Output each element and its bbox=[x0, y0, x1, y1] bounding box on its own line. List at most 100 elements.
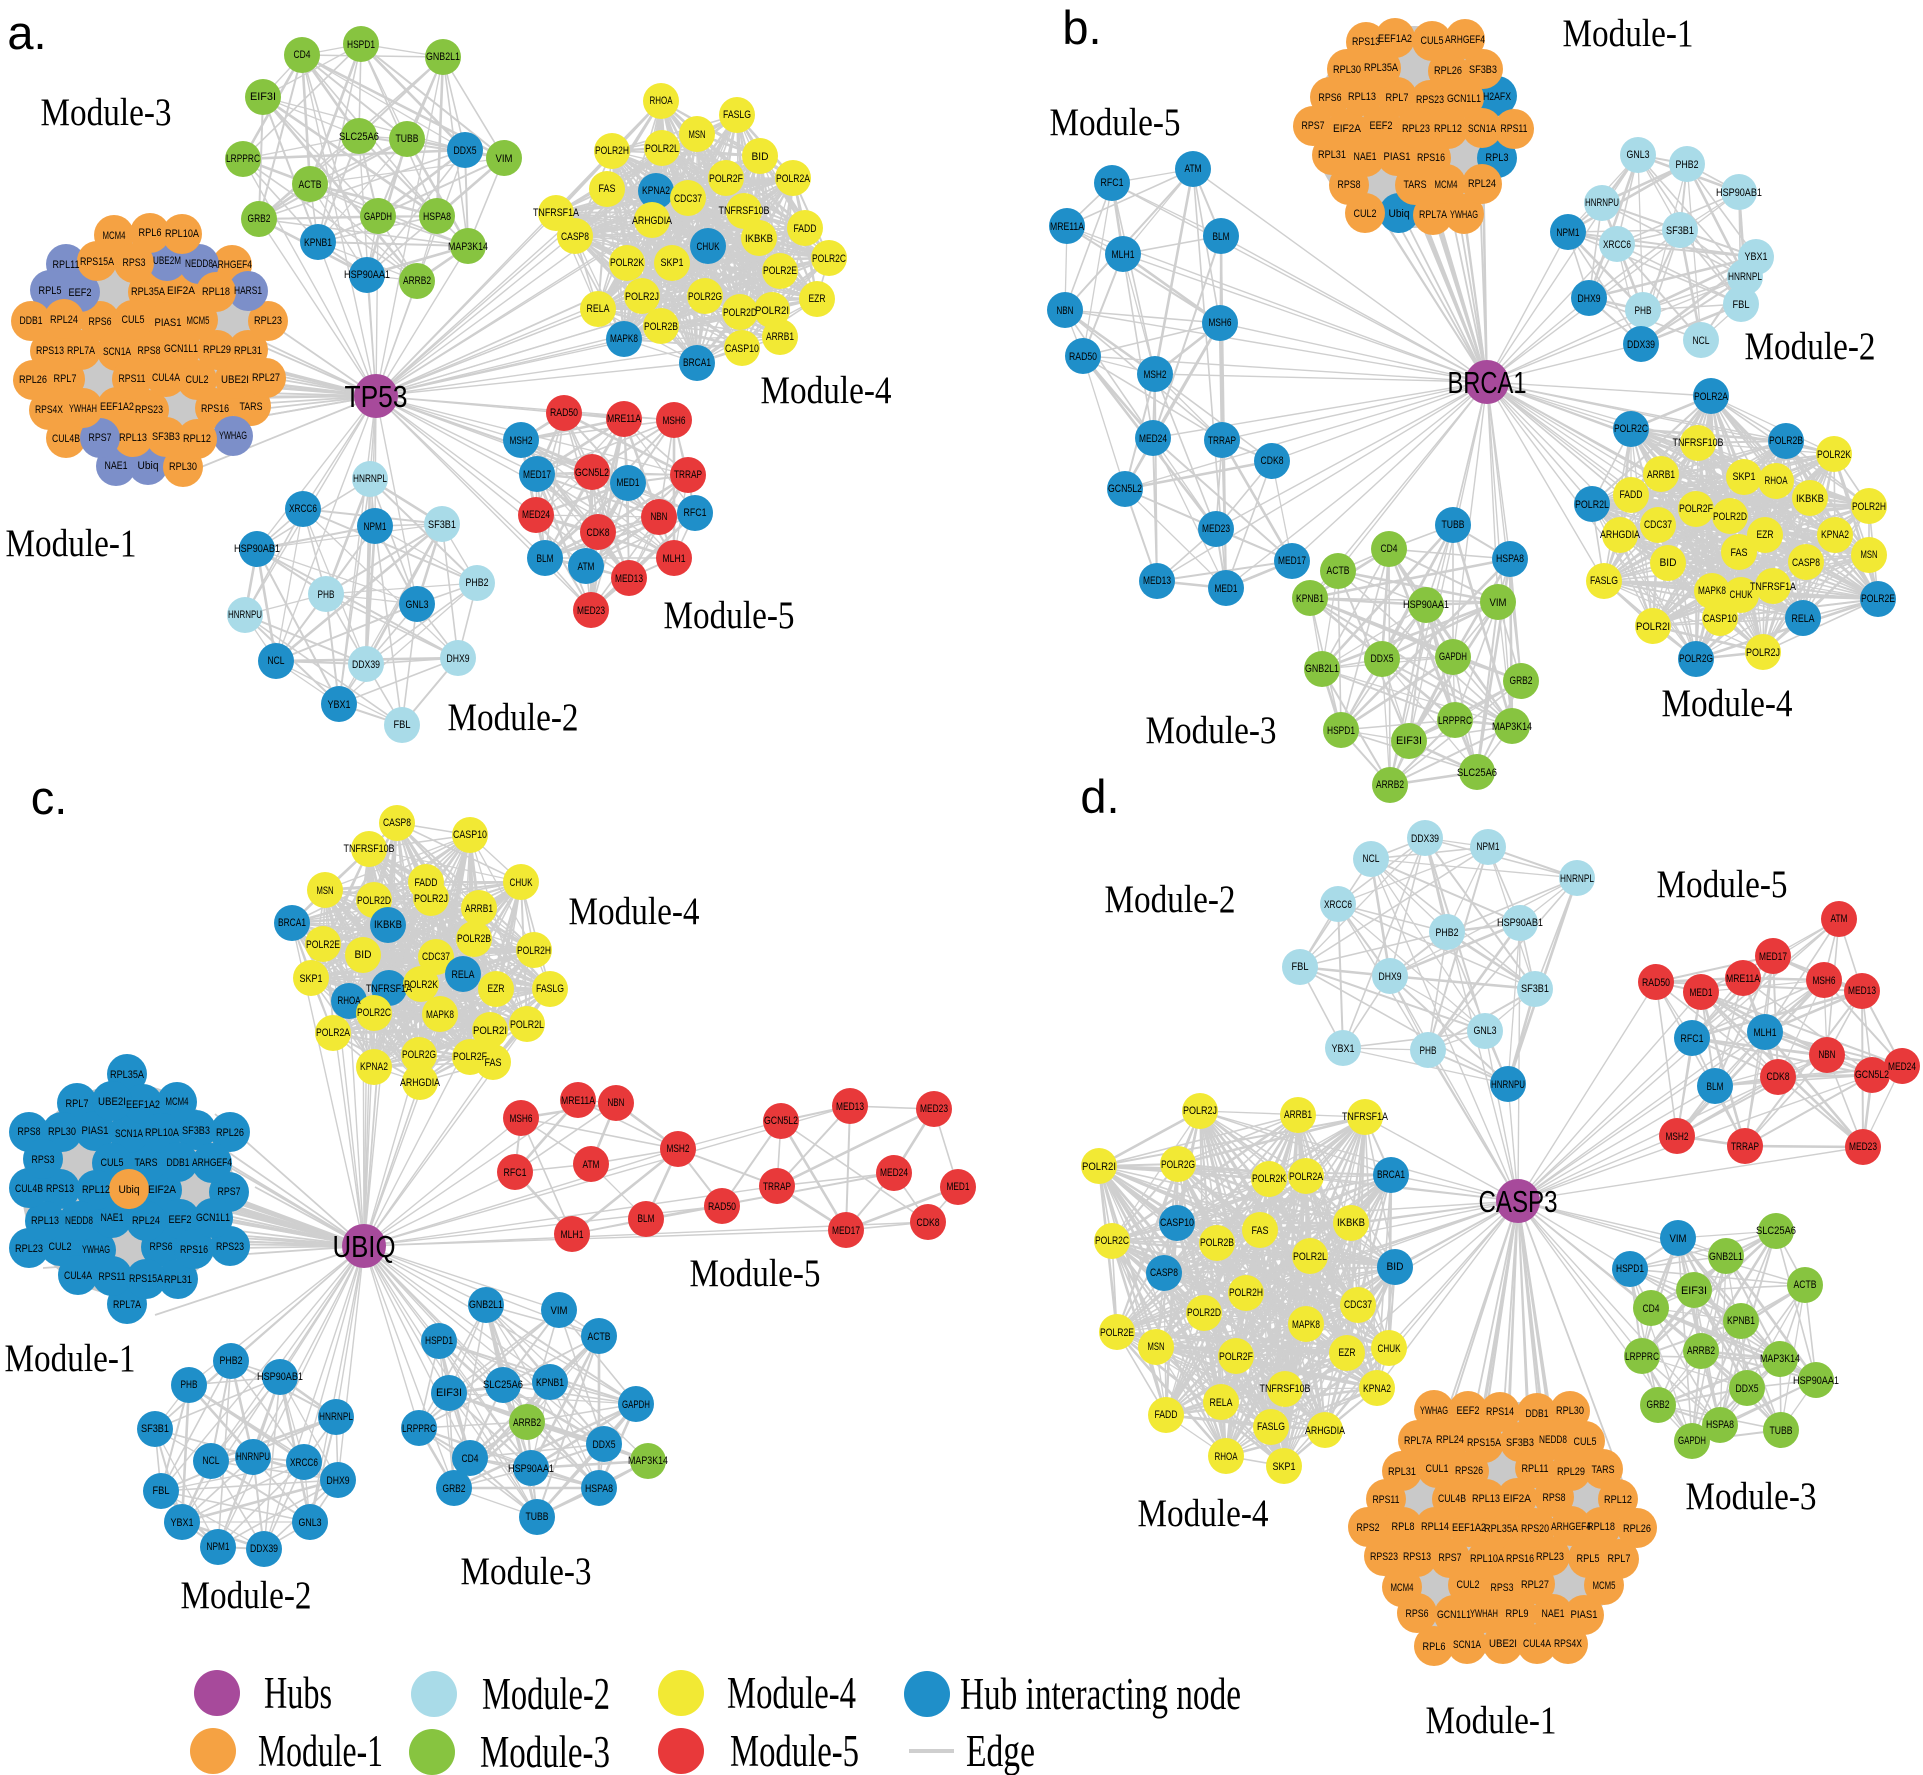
svg-text:CUL5: CUL5 bbox=[122, 314, 145, 326]
svg-text:HSPD1: HSPD1 bbox=[347, 39, 375, 51]
svg-text:DHX9: DHX9 bbox=[1578, 293, 1601, 305]
svg-text:EZR: EZR bbox=[1339, 1347, 1356, 1359]
svg-text:CASP10: CASP10 bbox=[453, 829, 487, 841]
svg-text:HSPA8: HSPA8 bbox=[585, 1483, 613, 1495]
svg-text:FADD: FADD bbox=[1620, 489, 1643, 501]
svg-text:MSN: MSN bbox=[317, 885, 334, 897]
svg-text:RPL35A: RPL35A bbox=[131, 286, 166, 298]
svg-text:UBIQ: UBIQ bbox=[333, 1229, 396, 1264]
svg-text:GNL3: GNL3 bbox=[299, 1517, 322, 1529]
svg-text:EIF2A: EIF2A bbox=[167, 285, 196, 297]
svg-text:TNFRSF10B: TNFRSF10B bbox=[344, 843, 395, 855]
svg-text:MAPK8: MAPK8 bbox=[610, 333, 638, 345]
svg-text:EIF2A: EIF2A bbox=[148, 1184, 177, 1196]
svg-text:NPM1: NPM1 bbox=[1557, 227, 1580, 239]
svg-text:POLR2J: POLR2J bbox=[1183, 1105, 1217, 1117]
svg-text:MRE11A: MRE11A bbox=[607, 413, 642, 425]
svg-text:RPL26: RPL26 bbox=[19, 374, 47, 386]
svg-text:GRB2: GRB2 bbox=[1510, 675, 1533, 687]
svg-text:VIM: VIM bbox=[551, 1305, 568, 1317]
svg-text:ARHGDIA: ARHGDIA bbox=[632, 215, 673, 227]
svg-text:GRB2: GRB2 bbox=[443, 1483, 466, 1495]
svg-text:LRPPRC: LRPPRC bbox=[402, 1423, 436, 1435]
svg-text:BLM: BLM bbox=[1707, 1081, 1724, 1093]
svg-text:EIF2A: EIF2A bbox=[1503, 1493, 1532, 1505]
svg-text:YWHAH: YWHAH bbox=[69, 403, 97, 415]
svg-text:NAE1: NAE1 bbox=[1542, 1608, 1565, 1620]
svg-text:MAPK8: MAPK8 bbox=[1292, 1319, 1320, 1331]
svg-text:RPL6: RPL6 bbox=[1423, 1641, 1446, 1653]
svg-text:MLH1: MLH1 bbox=[561, 1229, 584, 1241]
svg-text:POLR2B: POLR2B bbox=[1769, 435, 1803, 447]
svg-text:RFC1: RFC1 bbox=[1681, 1033, 1704, 1045]
svg-text:LRPPRC: LRPPRC bbox=[1625, 1351, 1659, 1363]
svg-text:ATM: ATM bbox=[578, 561, 595, 573]
svg-text:RPS6: RPS6 bbox=[1319, 92, 1342, 104]
svg-text:HSP90AA1: HSP90AA1 bbox=[1793, 1375, 1839, 1387]
svg-text:RPL7A: RPL7A bbox=[113, 1299, 142, 1311]
svg-text:MLH1: MLH1 bbox=[1112, 249, 1135, 261]
svg-text:YWHAG: YWHAG bbox=[1450, 209, 1478, 221]
svg-text:POLR2L: POLR2L bbox=[1575, 499, 1609, 511]
svg-text:POLR2K: POLR2K bbox=[610, 257, 645, 269]
svg-text:CASP8: CASP8 bbox=[383, 817, 411, 829]
svg-text:DDB1: DDB1 bbox=[20, 315, 43, 327]
svg-text:ATM: ATM bbox=[583, 1159, 600, 1171]
svg-text:FASLG: FASLG bbox=[723, 109, 751, 121]
svg-text:TUBB: TUBB bbox=[526, 1511, 549, 1523]
svg-text:FADD: FADD bbox=[415, 877, 438, 889]
svg-text:DDX39: DDX39 bbox=[250, 1543, 278, 1555]
svg-text:HSP90AB1: HSP90AB1 bbox=[1716, 187, 1762, 199]
svg-text:SLC25A6: SLC25A6 bbox=[483, 1379, 523, 1391]
svg-text:RPL11: RPL11 bbox=[1522, 1463, 1549, 1475]
svg-text:POLR2C: POLR2C bbox=[357, 1007, 391, 1019]
svg-text:CDC37: CDC37 bbox=[1344, 1299, 1372, 1311]
svg-text:RELA: RELA bbox=[452, 969, 476, 981]
svg-text:KPNA2: KPNA2 bbox=[1821, 529, 1849, 541]
svg-text:NCL: NCL bbox=[1363, 853, 1380, 865]
svg-text:MAP3K14: MAP3K14 bbox=[628, 1455, 668, 1467]
svg-text:Ubiq: Ubiq bbox=[138, 460, 159, 472]
svg-text:UBE2I: UBE2I bbox=[98, 1096, 126, 1108]
svg-text:RPL13: RPL13 bbox=[1348, 91, 1376, 103]
svg-text:POLR2C: POLR2C bbox=[1614, 423, 1648, 435]
svg-text:PHB2: PHB2 bbox=[466, 577, 489, 589]
svg-text:RPL9: RPL9 bbox=[1506, 1608, 1529, 1620]
svg-text:SF3B3: SF3B3 bbox=[182, 1125, 210, 1137]
svg-text:HNRNPL: HNRNPL bbox=[319, 1411, 353, 1423]
svg-text:RHOA: RHOA bbox=[1765, 475, 1788, 487]
svg-text:GRB2: GRB2 bbox=[248, 213, 271, 225]
svg-text:CUL2: CUL2 bbox=[49, 1241, 72, 1253]
svg-text:UBE2I: UBE2I bbox=[221, 374, 249, 386]
svg-text:NBN: NBN bbox=[608, 1097, 625, 1109]
svg-text:PHB: PHB bbox=[181, 1379, 198, 1391]
svg-text:ATM: ATM bbox=[1185, 163, 1202, 175]
svg-text:Module-4: Module-4 bbox=[1662, 682, 1793, 725]
svg-text:POLR2D: POLR2D bbox=[1713, 511, 1747, 523]
svg-text:c.: c. bbox=[31, 771, 68, 824]
svg-text:CUL4B: CUL4B bbox=[1438, 1493, 1466, 1505]
svg-text:VIM: VIM bbox=[1670, 1233, 1687, 1245]
svg-text:HSP90AA1: HSP90AA1 bbox=[344, 269, 390, 281]
svg-text:Module-1: Module-1 bbox=[258, 1726, 383, 1775]
svg-text:GCN1L1: GCN1L1 bbox=[1447, 93, 1481, 105]
svg-text:FBL: FBL bbox=[153, 1485, 170, 1497]
svg-text:RPL18: RPL18 bbox=[202, 286, 230, 298]
svg-text:RPL7: RPL7 bbox=[1386, 92, 1409, 104]
svg-text:Module-4: Module-4 bbox=[569, 890, 700, 933]
svg-text:CUL5: CUL5 bbox=[1421, 35, 1444, 47]
svg-text:POLR2D: POLR2D bbox=[1187, 1307, 1221, 1319]
svg-text:HSP90AB1: HSP90AB1 bbox=[234, 543, 280, 555]
svg-text:RPL24: RPL24 bbox=[50, 314, 78, 326]
svg-text:RPL35A: RPL35A bbox=[1364, 62, 1399, 74]
svg-text:RPL31: RPL31 bbox=[164, 1274, 192, 1286]
svg-text:RPL13: RPL13 bbox=[1472, 1493, 1500, 1505]
svg-text:POLR2A: POLR2A bbox=[1289, 1171, 1324, 1183]
svg-text:PHB2: PHB2 bbox=[1436, 927, 1459, 939]
svg-text:CDK8: CDK8 bbox=[1261, 455, 1284, 467]
svg-text:RPS23: RPS23 bbox=[216, 1241, 244, 1253]
svg-text:FASLG: FASLG bbox=[1257, 1421, 1285, 1433]
svg-text:BLM: BLM bbox=[537, 553, 554, 565]
svg-text:HNRNPU: HNRNPU bbox=[236, 1451, 270, 1463]
svg-text:EEF2: EEF2 bbox=[1370, 120, 1393, 132]
